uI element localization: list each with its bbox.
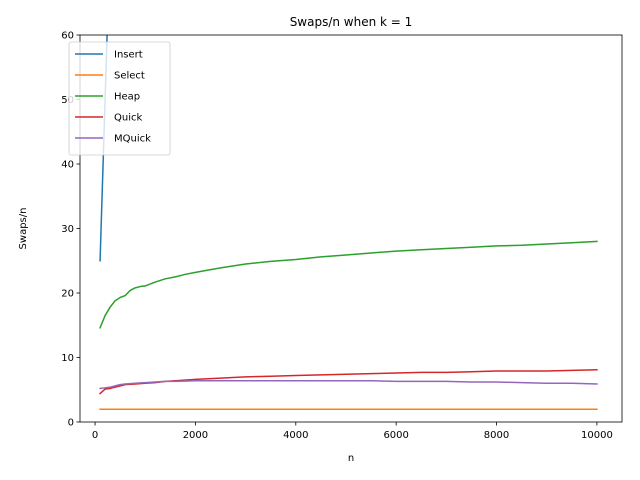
x-tick-label: 10000: [581, 430, 613, 441]
y-tick-label: 0: [68, 418, 74, 429]
x-tick-label: 2000: [183, 430, 208, 441]
legend-label-heap: Heap: [114, 92, 140, 103]
legend: Insert Select Heap Quick MQuick: [68, 41, 171, 156]
legend-label-insert: Insert: [114, 50, 143, 61]
y-tick-label: 50: [61, 95, 74, 106]
legend-box: [68, 41, 171, 156]
y-tick-label: 20: [61, 289, 74, 300]
series-layer: [99, 35, 598, 410]
series-line-quick: [99, 368, 598, 395]
y-tick-label: 10: [61, 353, 74, 364]
y-tick-label: 40: [61, 160, 74, 171]
x-tick-label: 0: [92, 430, 98, 441]
y-tick-label: 60: [61, 31, 74, 42]
x-tick-label: 6000: [383, 430, 408, 441]
legend-label-quick: Quick: [114, 113, 142, 124]
series-line-mquick: [99, 379, 598, 390]
legend-label-select: Select: [114, 71, 145, 82]
y-tick-label: 30: [61, 224, 74, 235]
legend-label-mquick: MQuick: [114, 134, 151, 145]
x-tick-label: 4000: [283, 430, 308, 441]
y-axis-label: Swaps/n: [18, 208, 29, 250]
x-tick-label: 8000: [484, 430, 509, 441]
series-line-heap: [99, 240, 598, 329]
x-axis-label: n: [348, 453, 354, 464]
x-axis: 0 2000 4000 6000 8000 10000: [92, 422, 613, 441]
chart-title: Swaps/n when k = 1: [290, 15, 413, 29]
